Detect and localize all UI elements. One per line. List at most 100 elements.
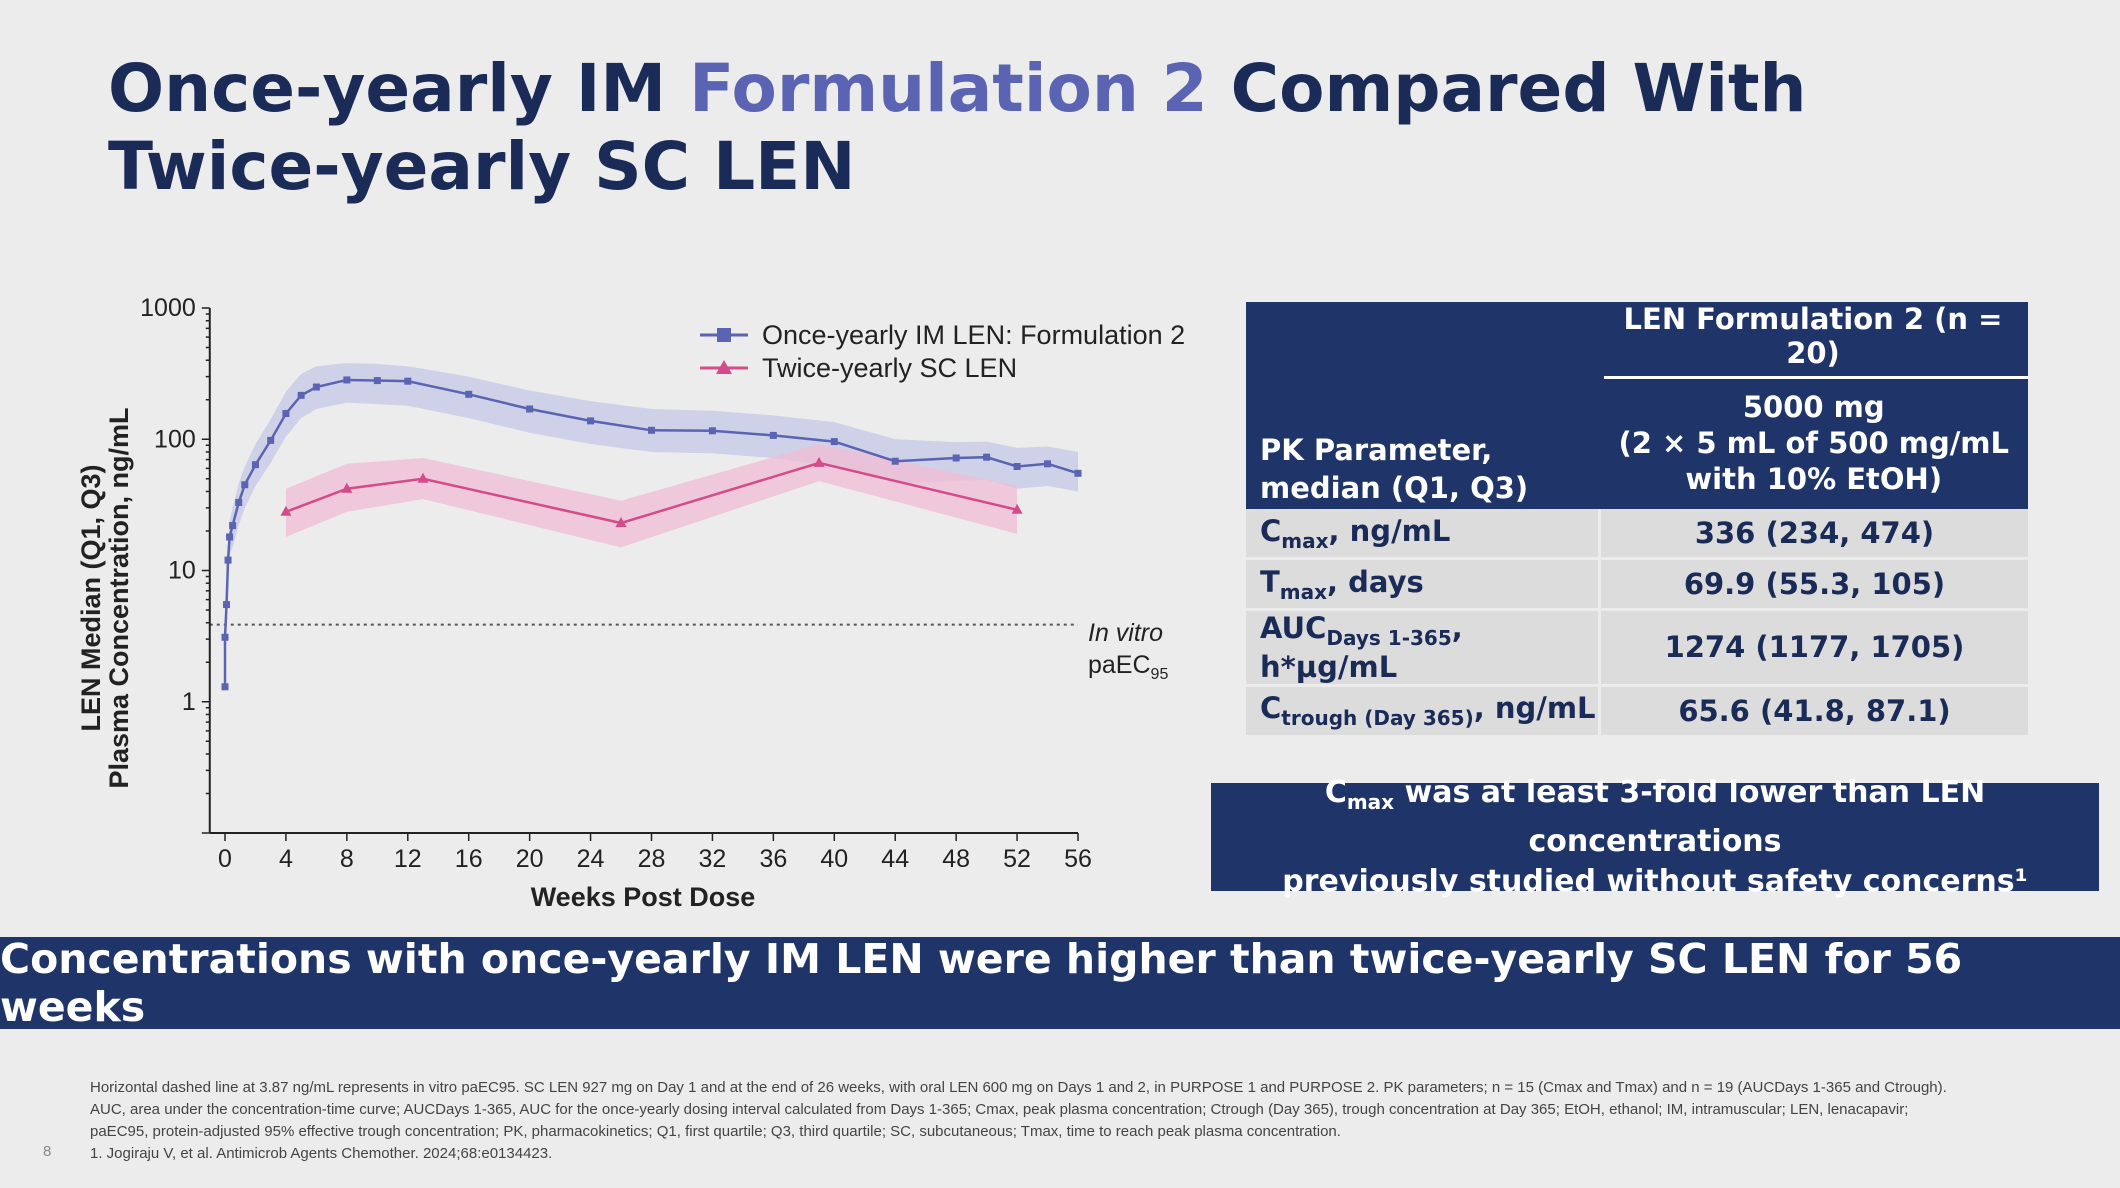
x-tick-label: 32 bbox=[699, 845, 727, 873]
value-cell: 336 (234, 474) bbox=[1599, 509, 2028, 560]
x-tick-label: 40 bbox=[820, 845, 848, 873]
table-row: Tmax, days 69.9 (55.3, 105) bbox=[1246, 558, 2028, 611]
footnote-line: Horizontal dashed line at 3.87 ng/mL rep… bbox=[90, 1079, 1947, 1096]
data-point bbox=[251, 461, 259, 469]
value-cell: 65.6 (41.8, 87.1) bbox=[1599, 685, 2028, 738]
data-point bbox=[224, 556, 232, 564]
dose-line1: 5000 mg bbox=[1742, 390, 1885, 424]
series-band-1 bbox=[285, 444, 1018, 548]
conclusion-banner: Concentrations with once-yearly IM LEN w… bbox=[0, 935, 2120, 1031]
table-dose-header: 5000 mg (2 × 5 mL of 500 mg/mL with 10% … bbox=[1599, 379, 2028, 509]
data-point bbox=[830, 438, 838, 446]
footnote-reference: 1. Jogiraju V, et al. Antimicrob Agents … bbox=[90, 1145, 553, 1162]
y-axis-label-line2: Plasma Concentration, ng/mL bbox=[104, 407, 134, 788]
data-point bbox=[813, 456, 825, 467]
x-tick-label: 24 bbox=[577, 845, 605, 873]
data-point bbox=[343, 376, 351, 384]
value-cell: 1274 (1177, 1705) bbox=[1599, 609, 2028, 687]
title-accent: Formulation 2 bbox=[689, 50, 1208, 127]
data-point bbox=[1074, 469, 1082, 477]
param-cell: Ctrough (Day 365), ng/mL bbox=[1246, 685, 1601, 738]
param-sub: Days 1-365 bbox=[1326, 625, 1452, 650]
data-point bbox=[891, 457, 899, 465]
data-point bbox=[235, 498, 243, 506]
data-point bbox=[983, 453, 991, 461]
data-point bbox=[341, 482, 353, 493]
ref-label-line2: paEC95 bbox=[1088, 651, 1168, 683]
x-tick-label: 28 bbox=[638, 845, 666, 873]
data-point bbox=[769, 431, 777, 439]
ref-label-line1: In vitro bbox=[1088, 619, 1163, 647]
data-point bbox=[312, 383, 320, 391]
x-tick-label: 48 bbox=[942, 845, 970, 873]
footnotes: Horizontal dashed line at 3.87 ng/mL rep… bbox=[90, 1077, 2040, 1165]
data-point bbox=[417, 472, 429, 483]
data-point bbox=[223, 601, 231, 609]
data-point bbox=[1011, 503, 1023, 514]
data-point bbox=[282, 410, 290, 418]
table-param-header: PK Parameter, median (Q1, Q3) bbox=[1246, 379, 1600, 509]
param-unit: , h*µg/mL bbox=[1260, 611, 1463, 684]
data-point bbox=[708, 427, 716, 435]
y-tick-label: 1000 bbox=[140, 294, 196, 322]
param-cell: Tmax, days bbox=[1246, 558, 1601, 611]
data-point bbox=[297, 391, 305, 399]
ref-label-text: paEC bbox=[1088, 651, 1151, 679]
x-tick-label: 0 bbox=[218, 845, 232, 873]
legend-marker bbox=[716, 360, 732, 374]
data-point bbox=[587, 417, 595, 425]
data-point bbox=[615, 517, 627, 528]
data-point bbox=[952, 454, 960, 462]
table-row: Cmax, ng/mL 336 (234, 474) bbox=[1246, 509, 2028, 560]
param-unit: , ng/mL bbox=[1328, 513, 1451, 548]
data-point bbox=[221, 633, 229, 641]
legend-label: Once-yearly IM LEN: Formulation 2 bbox=[762, 320, 1185, 350]
series-band-0 bbox=[225, 363, 1078, 702]
param-unit: , days bbox=[1327, 564, 1424, 599]
title-part2: Compared With bbox=[1207, 50, 1807, 127]
legend-marker bbox=[717, 328, 731, 342]
callout-sub: max bbox=[1346, 789, 1395, 814]
y-tick-label: 10 bbox=[168, 557, 196, 585]
chart-markers bbox=[221, 376, 1082, 691]
callout-prefix: C bbox=[1324, 774, 1347, 810]
ref-label-sub: 95 bbox=[1151, 666, 1169, 683]
slide-number: 8 bbox=[43, 1143, 52, 1160]
x-tick-label: 36 bbox=[759, 845, 787, 873]
pk-parameter-table: LEN Formulation 2 (n = 20) PK Parameter,… bbox=[1246, 302, 2028, 738]
x-tick-label: 12 bbox=[394, 845, 422, 873]
y-tick-label: 100 bbox=[154, 425, 196, 453]
x-tick-label: 20 bbox=[516, 845, 544, 873]
data-point bbox=[241, 481, 249, 489]
footnote-line: AUC, area under the concentration-time c… bbox=[90, 1101, 1909, 1118]
data-point bbox=[221, 683, 229, 691]
value-cell: 69.9 (55.3, 105) bbox=[1599, 558, 2028, 611]
legend-label: Twice-yearly SC LEN bbox=[762, 353, 1017, 383]
title-line2: Twice-yearly SC LEN bbox=[108, 128, 856, 205]
param-cell: AUCDays 1-365, h*µg/mL bbox=[1246, 609, 1601, 687]
data-point bbox=[526, 405, 534, 413]
dose-line2: (2 × 5 mL of 500 mg/mL bbox=[1618, 426, 2010, 460]
x-tick-label: 4 bbox=[279, 845, 293, 873]
x-axis-label: Weeks Post Dose bbox=[531, 882, 756, 912]
param-symbol: AUC bbox=[1260, 611, 1327, 645]
x-tick-label: 44 bbox=[881, 845, 909, 873]
data-point bbox=[404, 377, 412, 385]
data-point bbox=[648, 426, 655, 434]
y-tick-label: 1 bbox=[182, 688, 196, 716]
param-sub: max bbox=[1279, 579, 1328, 604]
param-sub: max bbox=[1281, 528, 1329, 553]
title-part1: Once-yearly IM bbox=[108, 50, 690, 127]
param-header-line1: PK Parameter, bbox=[1260, 433, 1493, 467]
callout-line2: previously studied without safety concer… bbox=[1282, 863, 2028, 899]
param-sub: trough (Day 365) bbox=[1281, 706, 1474, 731]
series-line-1 bbox=[285, 461, 1018, 525]
chart-legend: Once-yearly IM LEN: Formulation 2Twice-y… bbox=[700, 320, 1185, 383]
param-unit: , ng/mL bbox=[1473, 691, 1596, 726]
param-header-line2: median (Q1, Q3) bbox=[1260, 471, 1529, 505]
footnote-line: paEC95, protein-adjusted 95% effective t… bbox=[90, 1123, 1341, 1140]
callout-line1-text: was at least 3-fold lower than LEN conce… bbox=[1394, 774, 1986, 859]
slide-title: Once-yearly IM Formulation 2 Compared Wi… bbox=[108, 50, 2008, 206]
